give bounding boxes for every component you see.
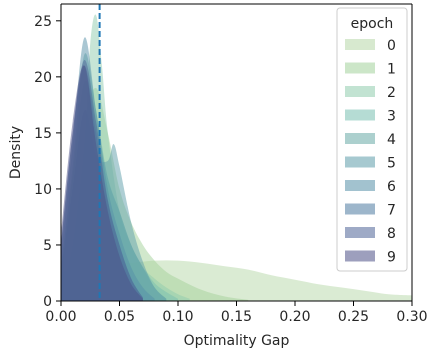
density-areas — [61, 14, 412, 301]
density-area-epoch-9 — [61, 65, 143, 301]
legend-swatch-epoch-2 — [345, 86, 375, 97]
x-tick-label: 0.20 — [279, 309, 310, 325]
y-tick-label: 25 — [34, 14, 52, 30]
legend: epoch 0 1 2 3 4 5 6 7 8 9 — [336, 7, 408, 272]
y-axis-label: Density — [8, 126, 24, 179]
x-tick-label: 0.00 — [45, 309, 76, 325]
legend-label-epoch-0: 0 — [387, 38, 396, 54]
legend-label-epoch-5: 5 — [387, 156, 396, 172]
legend-label-epoch-7: 7 — [387, 203, 396, 219]
x-tick-label: 0.15 — [221, 309, 252, 325]
x-tick-label: 0.25 — [338, 309, 369, 325]
y-ticks: 0 5 10 15 20 25 — [34, 14, 61, 310]
legend-swatch-epoch-7 — [345, 203, 375, 215]
legend-label-epoch-6: 6 — [387, 179, 396, 195]
legend-swatch-epoch-5 — [345, 156, 375, 168]
x-axis-label: Optimality Gap — [184, 333, 290, 349]
y-tick-label: 20 — [34, 70, 52, 86]
y-tick-label: 5 — [43, 238, 52, 254]
legend-title: epoch — [351, 16, 394, 32]
legend-label-epoch-2: 2 — [387, 85, 396, 101]
legend-swatch-epoch-1 — [345, 62, 375, 74]
legend-swatch-epoch-3 — [345, 109, 375, 121]
x-tick-label: 0.30 — [396, 309, 427, 325]
legend-label-epoch-8: 8 — [387, 226, 396, 242]
legend-swatch-epoch-4 — [345, 133, 375, 144]
legend-label-epoch-3: 3 — [387, 109, 396, 125]
x-tick-label: 0.10 — [162, 309, 193, 325]
legend-swatch-epoch-6 — [345, 180, 375, 191]
legend-label-epoch-4: 4 — [387, 132, 396, 148]
y-tick-label: 15 — [34, 126, 52, 142]
legend-label-epoch-9: 9 — [387, 250, 396, 266]
y-tick-label: 10 — [34, 182, 52, 198]
y-tick-label: 0 — [43, 294, 52, 310]
x-ticks: 0.00 0.05 0.10 0.15 0.20 0.25 0.30 — [45, 301, 428, 325]
legend-label-epoch-1: 1 — [387, 62, 396, 78]
legend-swatch-epoch-9 — [345, 250, 375, 262]
legend-swatch-epoch-0 — [345, 39, 375, 50]
legend-swatch-epoch-8 — [345, 227, 375, 238]
x-tick-label: 0.05 — [104, 309, 135, 325]
